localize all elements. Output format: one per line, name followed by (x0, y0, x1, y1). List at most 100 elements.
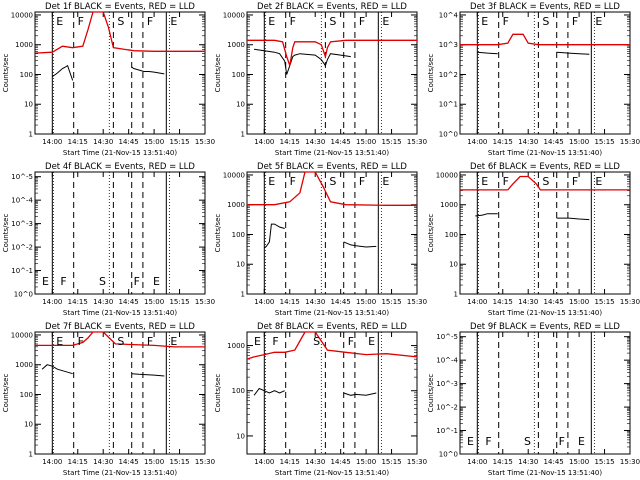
series-lld-line (34, 11, 205, 54)
y-axis-label: Counts/sec (214, 54, 222, 93)
x-tick-label: 15:30 (620, 458, 640, 466)
phase-marker-e: E (42, 275, 49, 288)
x-tick-label: 15:15 (594, 298, 614, 306)
y-tick-label: 10^4 (439, 11, 459, 19)
y-axis-label: Counts/sec (427, 54, 435, 93)
x-axis-label: Start Time (21-Nov-15 13:51:40) (488, 309, 602, 317)
x-tick-label: 14:15 (280, 298, 300, 306)
phase-marker-e: E (170, 335, 177, 348)
panel-title: Det 2f BLACK = Events, RED = LLD (257, 2, 407, 12)
phase-marker-s: S (329, 15, 336, 28)
y-tick-label: 1000 (227, 201, 245, 209)
y-axis-label: Counts/sec (214, 374, 222, 413)
y-axis-label: Counts/sec (2, 214, 10, 253)
x-tick-label: 14:00 (467, 458, 487, 466)
y-tick-label: 1 (241, 131, 245, 139)
panel-title: Det 4f BLACK = Events, RED = LLD (45, 162, 195, 172)
x-tick-label: 14:45 (544, 458, 564, 466)
x-tick-label: 14:45 (331, 138, 351, 146)
series-events-line (254, 48, 351, 75)
phase-marker-s: S (99, 275, 106, 288)
x-axis-label: Start Time (21-Nov-15 13:51:40) (275, 469, 389, 477)
y-tick-label: 10^0 (14, 291, 33, 299)
series-events-line (477, 51, 590, 55)
y-tick-label: 100 (20, 71, 33, 79)
x-tick-label: 14:45 (544, 138, 564, 146)
y-tick-label: 10^-2 (436, 404, 458, 412)
y-tick-label: 10^-4 (436, 357, 458, 365)
series-events-line (41, 364, 165, 377)
panel-title: Det 1f BLACK = Events, RED = LLD (45, 2, 195, 12)
phase-marker-e: E (382, 175, 389, 188)
y-tick-label: 10^-1 (436, 427, 458, 435)
panel-title: Det 9f BLACK = Events, RED = LLD (470, 322, 620, 332)
x-tick-label: 14:45 (544, 298, 564, 306)
x-tick-label: 15:15 (594, 138, 614, 146)
detector-panel-8: Det 8f BLACK = Events, RED = LLD Counts/s… (214, 322, 427, 477)
panel-title: Det 6f BLACK = Events, RED = LLD (470, 162, 620, 172)
phase-marker-e: E (56, 335, 63, 348)
x-tick-label: 14:00 (254, 138, 274, 146)
y-tick-label: 10^-5 (11, 173, 33, 181)
phase-marker-s: S (313, 335, 320, 348)
phase-marker-f: F (359, 175, 365, 188)
phase-marker-f: F (485, 435, 491, 448)
x-tick-label: 14:30 (93, 458, 113, 466)
phase-marker-s: S (542, 175, 549, 188)
phase-marker-e: E (595, 175, 602, 188)
y-tick-label: 100 (232, 71, 245, 79)
plot-frame (246, 171, 418, 295)
x-tick-label: 15:30 (407, 138, 427, 146)
x-tick-label: 15:30 (620, 298, 640, 306)
x-tick-label: 15:15 (169, 458, 189, 466)
y-tick-label: 100 (20, 391, 33, 399)
detector-panel-9: Det 9f BLACK = Events, RED = LLD Counts/s… (427, 322, 640, 477)
x-tick-label: 15:30 (407, 298, 427, 306)
phase-marker-f: F (572, 15, 578, 28)
x-tick-label: 14:00 (42, 138, 62, 146)
x-axis-label: Start Time (21-Nov-15 13:51:40) (488, 469, 602, 477)
x-tick-label: 14:00 (254, 298, 274, 306)
x-tick-label: 14:15 (68, 298, 88, 306)
y-axis-label: Counts/sec (2, 54, 10, 93)
y-tick-label: 10^0 (439, 131, 458, 139)
x-tick-label: 14:15 (68, 138, 88, 146)
x-axis-label: Start Time (21-Nov-15 13:51:40) (488, 149, 602, 157)
y-tick-label: 100 (232, 387, 245, 395)
x-tick-label: 14:00 (254, 458, 274, 466)
x-tick-label: 14:30 (93, 298, 113, 306)
y-tick-label: 10^-4 (11, 197, 33, 205)
x-tick-label: 15:30 (195, 138, 215, 146)
series-events-line (52, 64, 165, 81)
y-tick-label: 10000 (223, 171, 245, 179)
phase-marker-e: E (578, 435, 585, 448)
phase-marker-f: F (348, 335, 354, 348)
panel-title: Det 3f BLACK = Events, RED = LLD (470, 2, 620, 12)
y-tick-label: 1000 (15, 41, 33, 49)
x-tick-label: 14:45 (119, 298, 139, 306)
y-tick-label: 1 (29, 131, 33, 139)
x-tick-label: 15:00 (144, 458, 164, 466)
x-tick-label: 14:30 (518, 138, 538, 146)
panel-title: Det 5f BLACK = Events, RED = LLD (257, 162, 407, 172)
phase-marker-f: F (134, 275, 140, 288)
y-tick-label: 10^-5 (436, 333, 458, 341)
detector-panel-4: Det 4f BLACK = Events, RED = LLD Counts/s… (2, 162, 215, 317)
x-tick-label: 14:15 (280, 138, 300, 146)
phase-marker-f: F (572, 175, 578, 188)
phase-marker-e: E (268, 15, 275, 28)
y-tick-label: 10 (449, 261, 458, 269)
x-tick-label: 14:30 (305, 138, 325, 146)
phase-marker-s: S (329, 175, 336, 188)
x-tick-label: 15:15 (381, 138, 401, 146)
x-tick-label: 14:45 (119, 458, 139, 466)
y-tick-label: 10 (24, 101, 33, 109)
x-tick-label: 14:15 (493, 138, 513, 146)
plot-frame (459, 171, 631, 295)
y-tick-label: 100 (232, 231, 245, 239)
plot-frame (459, 11, 631, 135)
y-tick-label: 10^2 (439, 71, 458, 79)
y-tick-label: 10^1 (439, 101, 458, 109)
x-tick-label: 15:15 (169, 298, 189, 306)
